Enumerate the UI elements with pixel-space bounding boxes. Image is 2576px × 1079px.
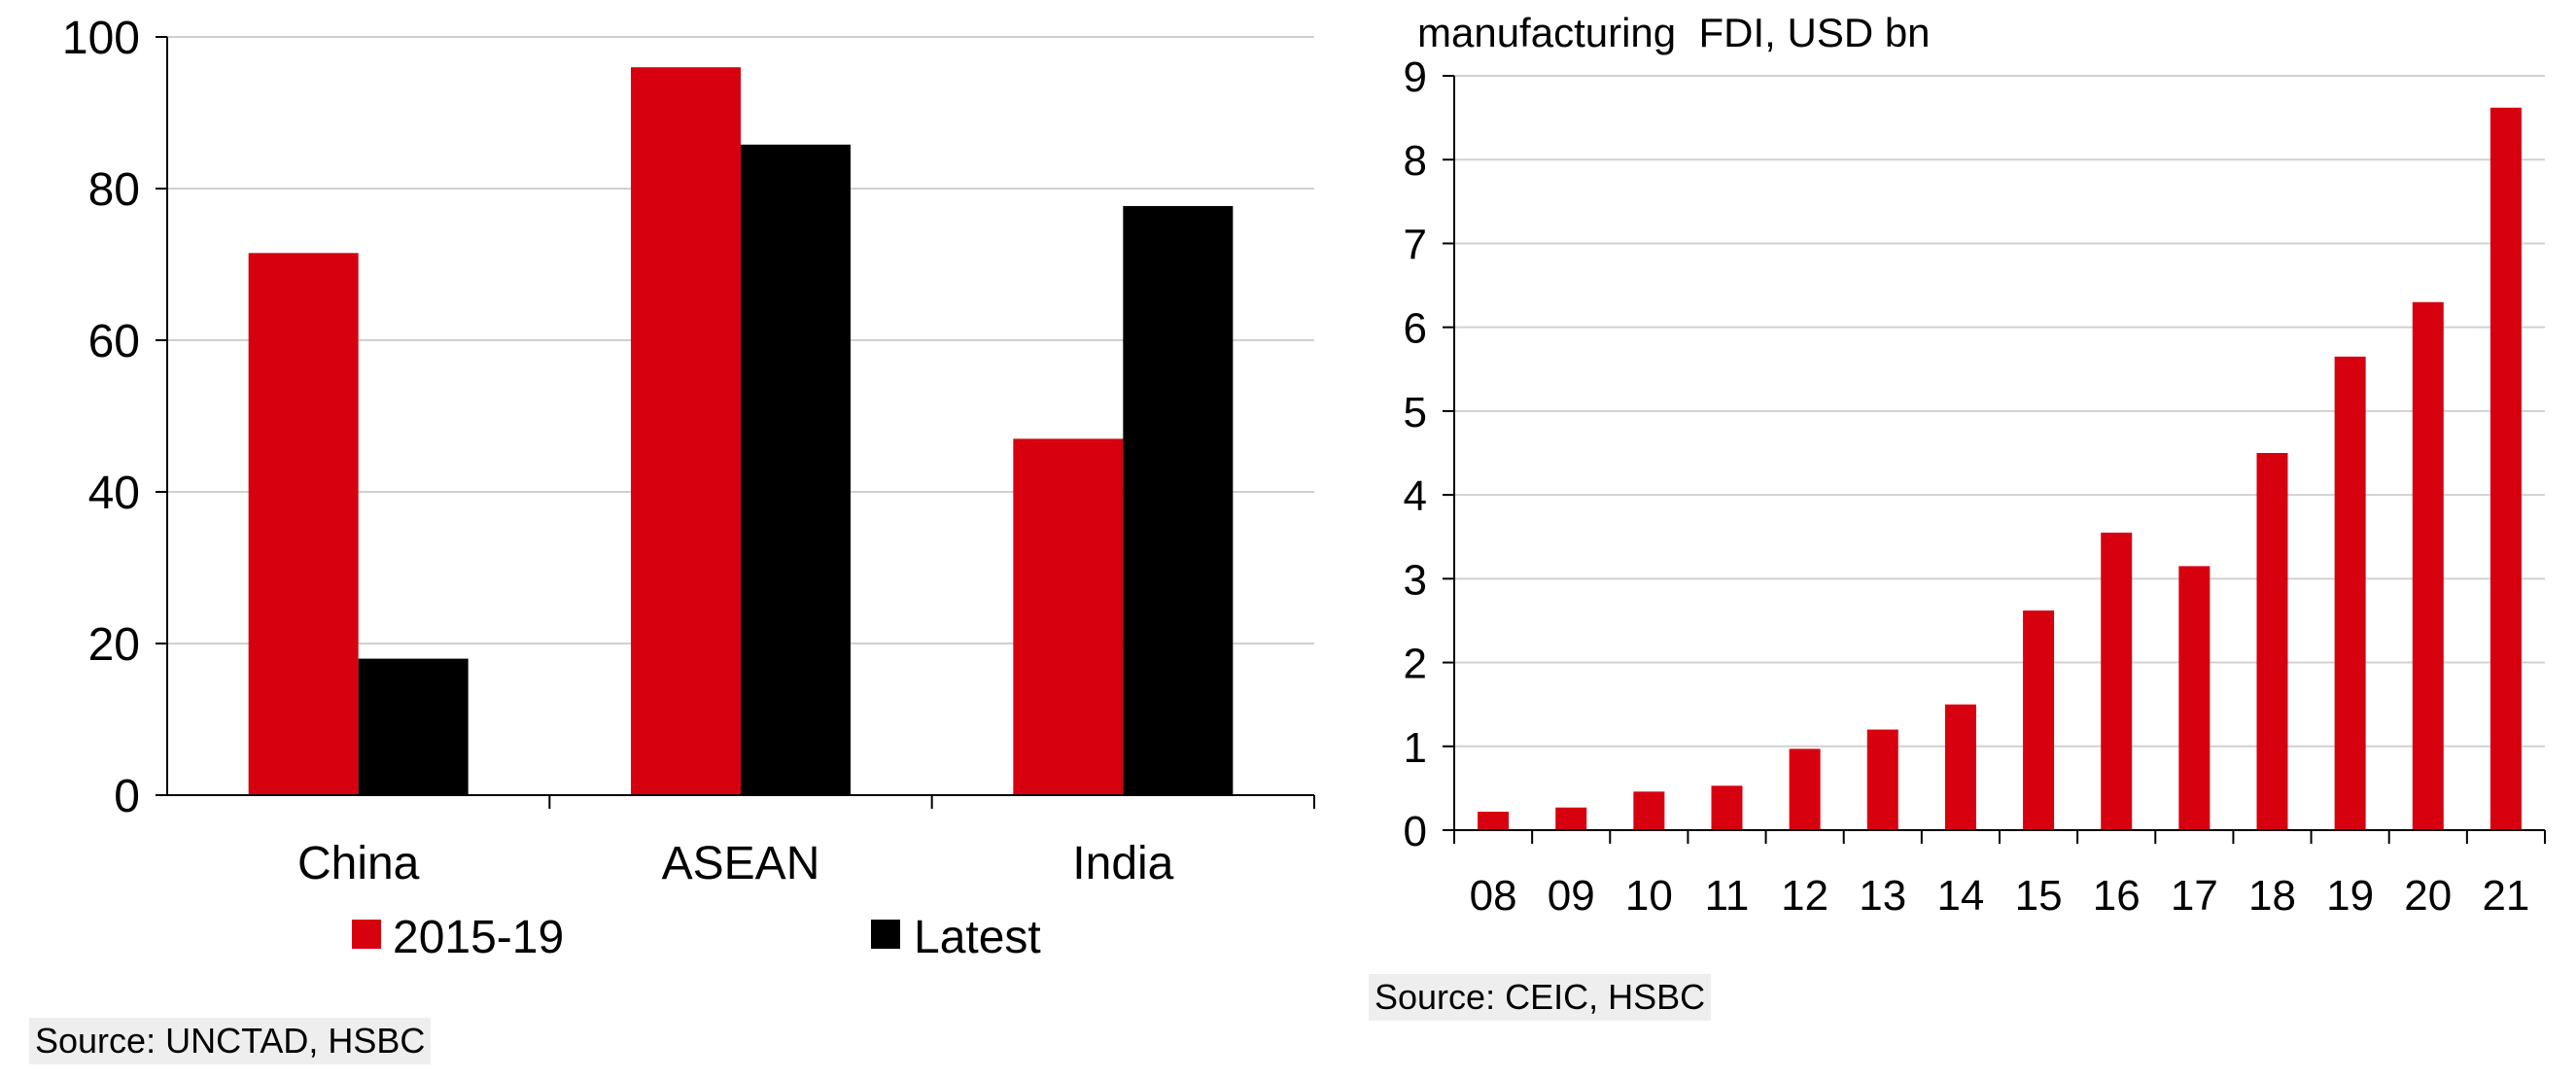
right-x-tick-label: 16	[2093, 872, 2141, 920]
right-y-tick-label: 9	[1404, 53, 1427, 101]
right-x-tick-label: 17	[2171, 872, 2218, 920]
left-legend-swatch-2	[871, 920, 900, 949]
right-x-tick-label: 10	[1625, 872, 1673, 920]
right-y-tick-label: 7	[1404, 221, 1427, 268]
left-y-tick-label: 100	[62, 13, 140, 64]
left-axes	[156, 36, 1315, 809]
right-bar-16	[2101, 532, 2133, 830]
left-y-tick-label: 20	[88, 619, 140, 671]
right-y-tick-label: 1	[1404, 724, 1427, 772]
left-legend-swatch-1	[352, 920, 381, 949]
right-axes	[1443, 75, 2546, 844]
right-bar-08	[1478, 812, 1510, 830]
left-legend-label-1: 2015-19	[393, 912, 564, 963]
right-bar-15	[2023, 610, 2055, 830]
right-y-tick-label: 3	[1404, 556, 1427, 604]
right-bar-19	[2334, 356, 2366, 830]
right-x-tick-label: 09	[1548, 872, 1595, 920]
right-y-tick-label: 5	[1404, 389, 1427, 436]
right-x-tick-label: 08	[1470, 872, 1517, 920]
right-x-tick-label: 18	[2248, 872, 2296, 920]
right-x-tick-label: 12	[1781, 872, 1828, 920]
right-x-tick-label: 14	[1936, 872, 1984, 920]
right-source-note: Source: CEIC, HSBC	[1369, 974, 1712, 1021]
right-bar-18	[2256, 453, 2288, 830]
right-bar-21	[2489, 107, 2522, 830]
right-x-tick-label: 11	[1705, 872, 1750, 920]
right-bar-20	[2412, 301, 2444, 830]
right-y-tick-label: 6	[1404, 305, 1427, 353]
right-bar-09	[1555, 807, 1587, 830]
right-x-tick-label: 15	[2015, 872, 2063, 920]
left-bar-india-series1	[1013, 438, 1124, 795]
left-bar-asean-series2	[741, 144, 851, 795]
left-legend-label-2: Latest	[914, 912, 1041, 963]
left-y-tick-label: 80	[88, 164, 140, 216]
left-bar-china-series1	[248, 253, 359, 795]
left-x-tick-label: India	[1072, 838, 1173, 889]
right-chart-title: manufacturing FDI, USD bn	[1417, 10, 1931, 55]
right-bar-11	[1711, 785, 1743, 830]
right-bar-14	[1944, 704, 1976, 830]
left-tick-labels: 0 20 40 60 80 100 China ASEAN India	[62, 13, 1174, 889]
left-legend: 2015-19 Latest	[352, 912, 1041, 963]
left-bars	[248, 67, 1234, 795]
right-bar-13	[1866, 729, 1898, 830]
left-y-tick-label: 60	[88, 316, 140, 367]
right-bar-10	[1633, 791, 1665, 830]
left-bar-asean-series1	[631, 67, 741, 795]
right-bar-12	[1789, 748, 1821, 830]
right-bars	[1478, 107, 2522, 830]
right-x-tick-label: 20	[2404, 872, 2452, 920]
left-source-note: Source: UNCTAD, HSBC	[29, 1018, 432, 1064]
right-x-tick-label: 21	[2482, 872, 2529, 920]
right-y-tick-label: 4	[1404, 472, 1427, 520]
right-bar-17	[2178, 566, 2210, 830]
left-x-tick-label: China	[297, 838, 420, 889]
left-bar-china-series2	[358, 658, 469, 795]
left-y-tick-label: 0	[114, 771, 140, 822]
left-x-tick-label: ASEAN	[662, 838, 820, 889]
right-y-tick-label: 2	[1404, 641, 1427, 688]
right-y-tick-label: 0	[1404, 808, 1427, 855]
left-bar-india-series2	[1123, 205, 1234, 795]
right-x-tick-label: 19	[2326, 872, 2374, 920]
right-x-tick-label: 13	[1859, 872, 1906, 920]
right-gridlines	[1454, 75, 2545, 748]
left-y-tick-label: 40	[88, 468, 140, 519]
right-y-tick-label: 8	[1404, 137, 1427, 185]
